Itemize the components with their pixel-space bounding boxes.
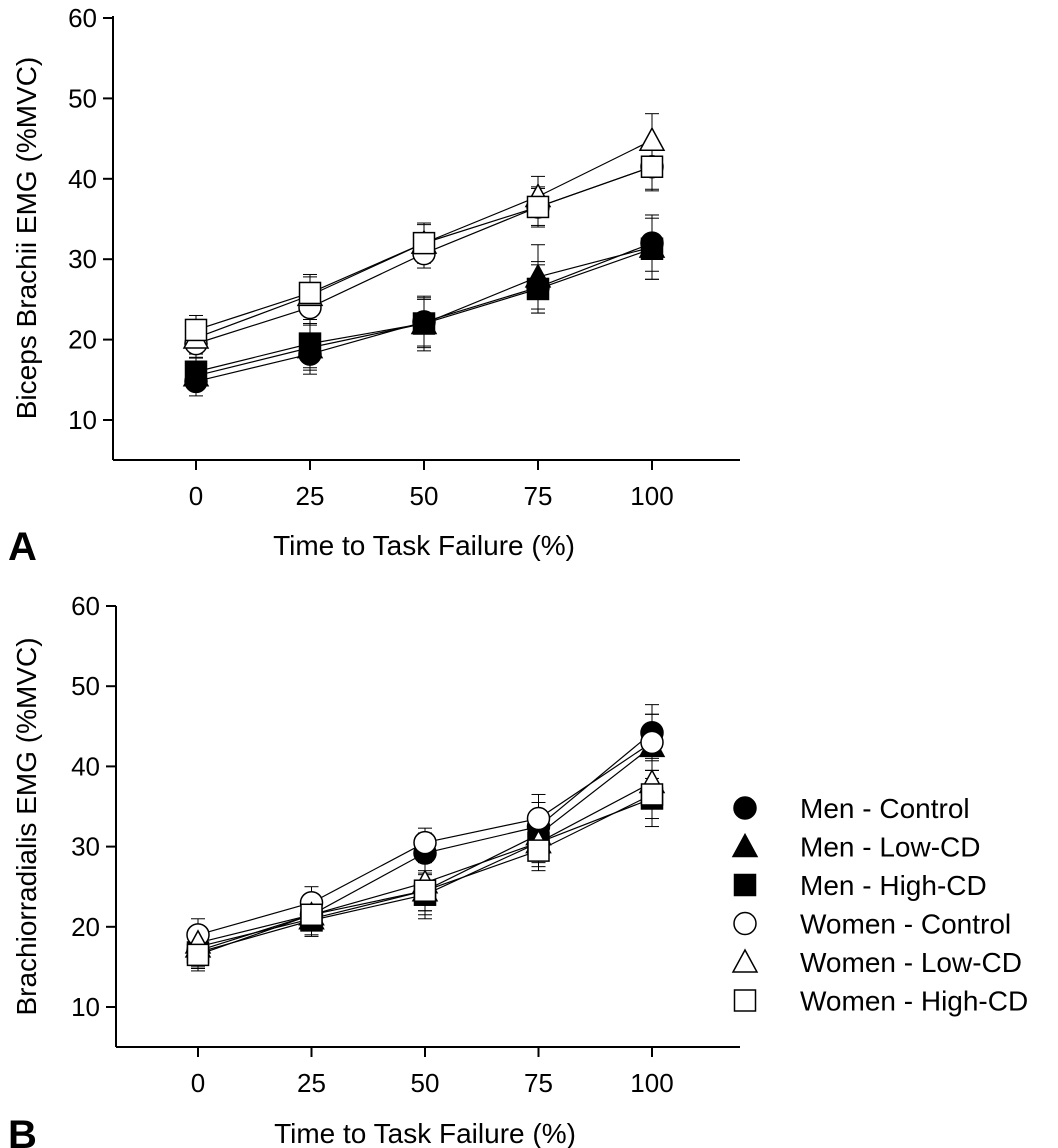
open-triangle-icon <box>731 948 759 973</box>
panel-a-x-tick-label: 50 <box>410 481 439 511</box>
panel-b-label: B <box>8 1113 37 1148</box>
data-point-open-square <box>300 903 323 927</box>
data-point-open-circle <box>413 830 437 855</box>
legend-item-men-high-cd: Men - High-CD <box>733 870 987 901</box>
legend-item-men-control: Men - Control <box>733 793 970 824</box>
legend-label: Men - High-CD <box>800 870 987 901</box>
data-point-filled-square <box>412 312 436 335</box>
panel-b-y-tick-label: 40 <box>71 751 100 781</box>
panel-a-x-tick-label: 0 <box>189 481 203 511</box>
open-square-icon <box>733 989 757 1012</box>
panel-a-y-tick-label: 30 <box>68 244 97 274</box>
panel-b-y-tick-label: 50 <box>71 671 100 701</box>
data-point-filled-square <box>184 360 208 384</box>
panel-a-y-tick-label: 10 <box>68 405 97 435</box>
panel-b-x-tick-label: 0 <box>191 1068 205 1098</box>
data-point-open-square <box>186 943 210 967</box>
panel-b-x-tick-label: 25 <box>297 1068 326 1098</box>
legend: Men - Control Men - Low-CD Men - High-CD Wo… <box>731 793 1028 1017</box>
panel-a-x-axis-title: Time to Task Failure (%) <box>273 530 575 561</box>
filled-circle-icon <box>733 796 757 820</box>
data-point-open-triangle <box>638 126 666 151</box>
open-circle-icon <box>733 911 757 936</box>
panel-a-markers-men-high-cd <box>184 237 664 384</box>
legend-label: Men - Low-CD <box>800 832 980 863</box>
data-point-open-square <box>640 783 664 806</box>
legend-item-men-low-cd: Men - Low-CD <box>731 832 980 863</box>
panel-a-y-tick-label: 20 <box>68 325 97 355</box>
data-point-open-square <box>413 879 437 902</box>
panel-b-markers-women-high-cd <box>186 783 664 967</box>
panel-a-y-tick-label: 50 <box>68 83 97 113</box>
data-point-open-square <box>526 195 550 219</box>
legend-item-women-high-cd: Women - High-CD <box>733 986 1028 1017</box>
panel-a-x-tick-label: 75 <box>524 481 553 511</box>
panel-b-y-tick-label: 10 <box>71 992 100 1022</box>
data-point-open-square <box>412 231 436 255</box>
panel-b-y-tick-label: 20 <box>71 912 100 942</box>
filled-square-icon <box>733 873 757 897</box>
panel-b-y-axis-title: Brachiorradialis EMG (%MVC) <box>11 637 42 1015</box>
panel-a-markers-women-high-cd <box>184 155 664 342</box>
legend-label: Women - Control <box>800 909 1011 940</box>
panel-b-x-tick-label: 100 <box>630 1068 673 1098</box>
panel-a-x-tick-label: 25 <box>296 481 325 511</box>
legend-label: Women - Low-CD <box>800 947 1022 978</box>
data-point-open-square <box>184 318 208 342</box>
data-point-open-square <box>298 281 322 305</box>
legend-label: Women - High-CD <box>800 986 1028 1017</box>
data-point-open-square <box>527 839 550 862</box>
panel-a-chart: 10 20 30 40 50 60 0 25 50 75 100 Time to Task Failu… <box>8 3 740 569</box>
filled-triangle-icon <box>731 832 759 858</box>
legend-item-women-control: Women - Control <box>733 909 1011 940</box>
legend-item-women-low-cd: Women - Low-CD <box>731 947 1022 978</box>
panel-b-y-tick-label: 30 <box>71 832 100 862</box>
panel-a-label: A <box>8 525 37 569</box>
panel-a-y-tick-label: 40 <box>68 164 97 194</box>
panel-b-x-axis-title: Time to Task Failure (%) <box>274 1118 576 1148</box>
data-point-open-square <box>640 155 664 178</box>
panel-a-y-axis-title: Biceps Brachii EMG (%MVC) <box>11 57 42 420</box>
legend-label: Men - Control <box>800 793 970 824</box>
data-point-filled-square <box>640 237 664 260</box>
data-point-open-circle <box>526 806 551 831</box>
data-point-filled-square <box>526 277 550 301</box>
data-point-open-circle <box>640 730 664 755</box>
panel-a-y-tick-label: 60 <box>68 3 97 33</box>
panel-b-x-tick-label: 50 <box>411 1068 440 1098</box>
panel-b-y-tick-label: 60 <box>71 591 100 621</box>
data-point-filled-square <box>298 332 322 355</box>
panel-a-x-tick-label: 100 <box>630 481 673 511</box>
panel-b-chart: 10 20 30 40 50 60 0 25 50 75 100 Time to Task Failu… <box>8 591 740 1148</box>
panel-b-x-tick-label: 75 <box>524 1068 553 1098</box>
